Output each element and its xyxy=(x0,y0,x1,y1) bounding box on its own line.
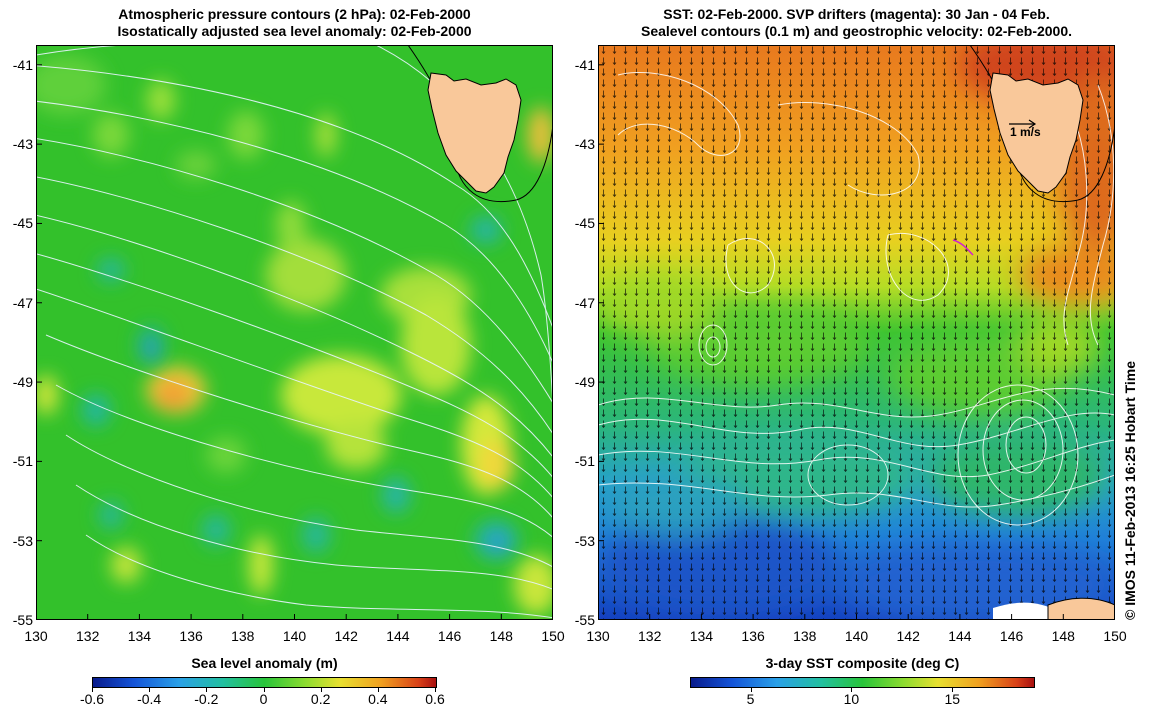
lon-tick-label: 150 xyxy=(541,628,565,644)
tasmania-land-sst xyxy=(989,72,1084,194)
right-map-title: SST: 02-Feb-2000. SVP drifters (magenta)… xyxy=(598,6,1115,40)
lon-tick-label: 130 xyxy=(24,628,48,644)
left-colorbar-tick-mark xyxy=(320,687,322,692)
lon-tick-label: 148 xyxy=(489,628,513,644)
left-colorbar-tick-mark xyxy=(206,687,208,692)
copyright-notice: © IMOS 11-Feb-2013 16:25 Hobart Time xyxy=(1122,360,1138,620)
lat-tick-label: -53 xyxy=(12,532,33,549)
right-colorbar-tick-mark xyxy=(750,687,752,692)
velocity-scale-label: 1 m/s xyxy=(1010,125,1041,139)
antarctic-land xyxy=(1047,597,1115,620)
lat-tick-label: -43 xyxy=(574,136,595,153)
lon-tick-label: 130 xyxy=(586,628,610,644)
sst-map: 1 m/s xyxy=(598,45,1115,620)
cloud-mask xyxy=(993,602,1058,620)
lon-tick-label: 142 xyxy=(896,628,920,644)
sst-colorbar xyxy=(690,677,1035,688)
lat-tick-label: -51 xyxy=(12,453,33,470)
sea-level-anomaly-map xyxy=(36,45,553,620)
lat-tick-label: -49 xyxy=(574,374,595,391)
lon-tick-label: 144 xyxy=(386,628,410,644)
sea-level-anomaly-colorbar xyxy=(92,677,437,688)
velocity-scale-arrow xyxy=(1009,119,1037,129)
left-colorbar-tick-label: 0.6 xyxy=(425,691,445,707)
right-title-line1: SST: 02-Feb-2000. SVP drifters (magenta)… xyxy=(663,6,1050,22)
right-colorbar-tick-mark xyxy=(952,687,954,692)
right-axis-ticks xyxy=(598,64,1115,620)
left-colorbar-tick-label: 0.4 xyxy=(368,691,388,707)
sealevel-contours xyxy=(598,71,1115,526)
sla-anomaly-blobs xyxy=(36,55,553,615)
lat-tick-label: -47 xyxy=(12,294,33,311)
lat-tick-label: -45 xyxy=(12,215,33,232)
lon-tick-label: 146 xyxy=(437,628,462,644)
lat-tick-label: -55 xyxy=(574,612,595,628)
sla-negative-blobs xyxy=(82,216,518,560)
left-title-line1: Atmospheric pressure contours (2 hPa): 0… xyxy=(118,6,471,22)
lon-tick-label: 146 xyxy=(999,628,1024,644)
right-colorbar-tick-label: 15 xyxy=(944,691,961,707)
lon-tick-label: 138 xyxy=(793,628,817,644)
lon-tick-label: 138 xyxy=(231,628,255,644)
left-axis-ticks xyxy=(36,64,553,620)
lat-tick-label: -41 xyxy=(12,56,33,73)
left-colorbar-tick-label: 0.2 xyxy=(310,691,331,707)
lon-tick-label: 134 xyxy=(689,628,714,644)
right-colorbar-tick-label: 10 xyxy=(843,691,860,707)
left-colorbar-title: Sea level anomaly (m) xyxy=(191,655,338,671)
sst-svg xyxy=(598,45,1115,620)
left-colorbar-tick-mark xyxy=(149,687,151,692)
lat-tick-label: -45 xyxy=(574,215,595,232)
left-colorbar-tick-label: 0 xyxy=(259,691,268,707)
left-colorbar-tick-label: -0.2 xyxy=(194,691,219,707)
lat-tick-label: -55 xyxy=(12,612,33,628)
right-colorbar-tick-mark xyxy=(851,687,853,692)
lon-tick-label: 140 xyxy=(844,628,869,644)
lon-tick-label: 134 xyxy=(127,628,152,644)
right-colorbar-title: 3-day SST composite (deg C) xyxy=(765,655,960,671)
right-title-line2: Sealevel contours (0.1 m) and geostrophi… xyxy=(640,23,1073,39)
lat-tick-label: -53 xyxy=(574,532,595,549)
left-colorbar-tick-label: -0.4 xyxy=(137,691,162,707)
lon-tick-label: 136 xyxy=(179,628,203,644)
lon-tick-label: 142 xyxy=(334,628,358,644)
left-colorbar-tick-label: -0.6 xyxy=(79,691,105,707)
lon-tick-label: 148 xyxy=(1051,628,1075,644)
lon-tick-label: 140 xyxy=(282,628,307,644)
left-map-title: Atmospheric pressure contours (2 hPa): 0… xyxy=(36,6,553,40)
left-colorbar-tick-mark xyxy=(377,687,379,692)
svp-drifter-track xyxy=(952,239,974,256)
left-title-line2: Isostatically adjusted sea level anomaly… xyxy=(117,23,472,39)
left-colorbar-tick-mark xyxy=(435,687,436,692)
lon-tick-label: 144 xyxy=(948,628,972,644)
lon-tick-label: 150 xyxy=(1103,628,1127,644)
lat-tick-label: -47 xyxy=(574,294,595,311)
sea-level-anomaly-svg xyxy=(36,45,553,620)
left-colorbar-tick-mark xyxy=(92,687,93,692)
tasmania-land xyxy=(427,72,522,194)
lat-tick-label: -41 xyxy=(574,56,595,73)
lon-tick-label: 136 xyxy=(741,628,765,644)
lat-tick-label: -43 xyxy=(12,136,33,153)
lat-tick-label: -51 xyxy=(574,453,595,470)
lon-tick-label: 132 xyxy=(76,628,100,644)
lat-tick-label: -49 xyxy=(12,374,33,391)
lon-tick-label: 132 xyxy=(638,628,662,644)
right-colorbar-tick-label: 5 xyxy=(746,691,755,707)
left-colorbar-tick-mark xyxy=(263,687,265,692)
